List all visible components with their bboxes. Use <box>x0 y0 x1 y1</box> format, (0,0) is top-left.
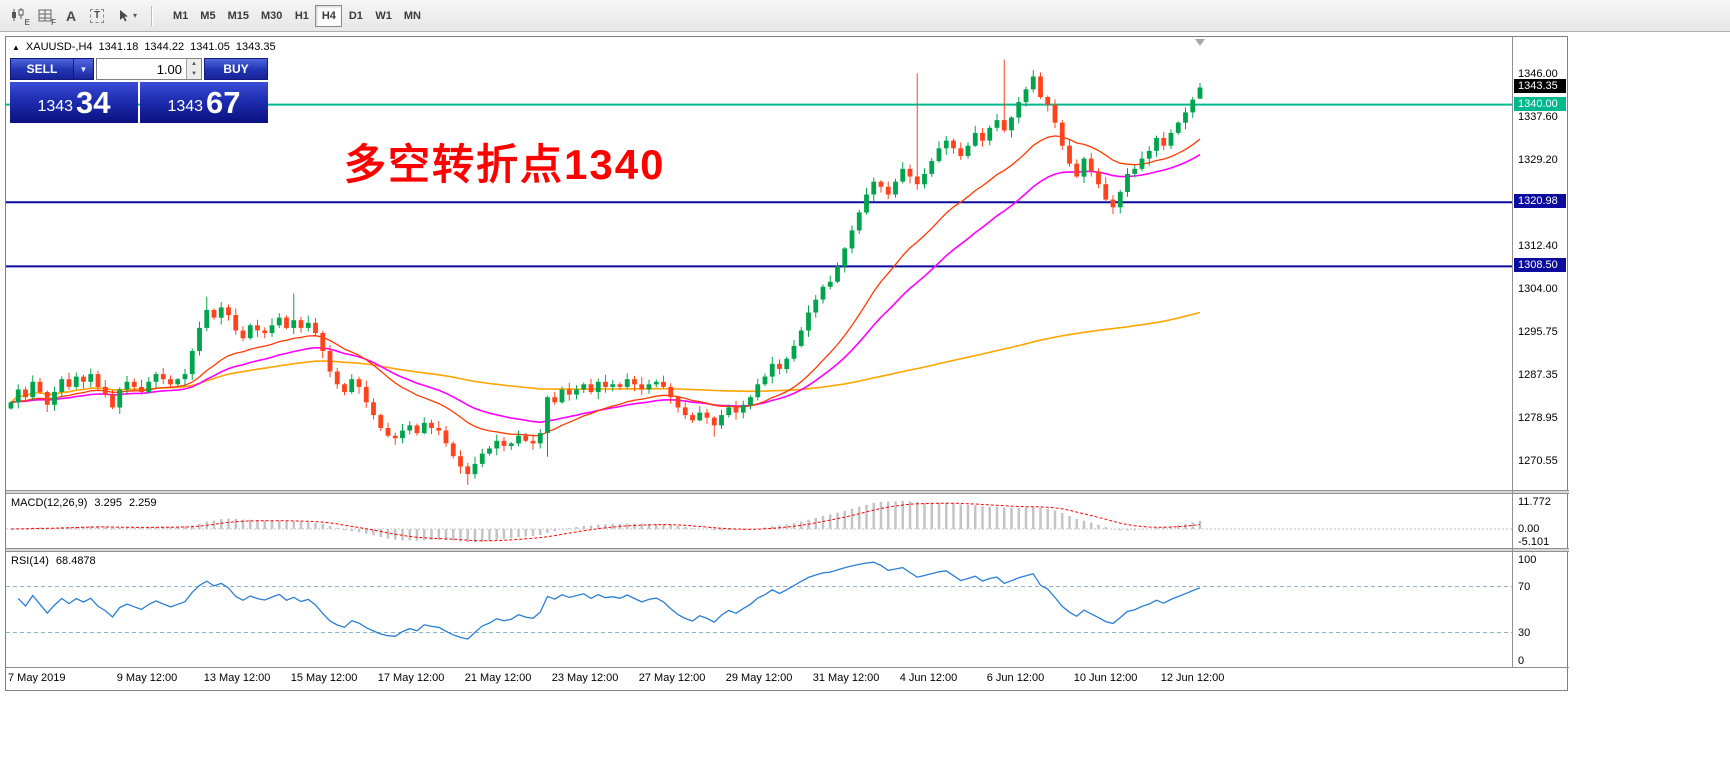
time-axis-label: 23 May 12:00 <box>551 672 619 684</box>
macd-axis-label: -5.101 <box>1518 536 1550 549</box>
ohlc-low: 1341.05 <box>190 41 230 53</box>
time-axis-label: 31 May 12:00 <box>812 672 880 684</box>
hline-price-label: 1320.98 <box>1514 194 1566 209</box>
font-tool-icon[interactable]: A <box>58 4 84 28</box>
buy-button[interactable]: BUY <box>204 58 268 80</box>
time-axis-label: 13 May 12:00 <box>203 672 271 684</box>
toolbar-separator <box>151 5 152 26</box>
rsi-axis-label: 100 <box>1518 554 1537 566</box>
rsi-label: RSI(14) 68.4878 <box>11 555 96 567</box>
stepper-up-icon[interactable]: ▲ <box>187 59 201 69</box>
macd-signal-value: 2.259 <box>128 497 157 509</box>
one-click-toggle-icon[interactable]: ▲ <box>12 42 20 52</box>
time-axis-label: 12 Jun 12:00 <box>1160 672 1225 684</box>
tf-button-h4[interactable]: H4 <box>315 4 343 27</box>
time-axis-label: 15 May 12:00 <box>290 672 358 684</box>
stepper-down-icon[interactable]: ▼ <box>187 69 201 79</box>
crosshair-tool-icon[interactable]: ▾ <box>110 4 144 28</box>
one-click-trading-panel: SELL ▼ 1.00 ▲ ▼ BUY 1343 34 1343 67 <box>10 58 268 123</box>
macd-main-value: 3.295 <box>94 497 122 509</box>
hline-price-label: 1308.50 <box>1514 258 1566 273</box>
tf-button-w1[interactable]: W1 <box>375 9 392 22</box>
timeframe-toolbar: M1 M5 M15 M30 H1 H4 D1 W1 MN <box>167 4 427 27</box>
candlestick-chart[interactable] <box>6 37 1569 692</box>
grid-tool-icon[interactable]: F <box>32 4 58 28</box>
tf-button-h1[interactable]: H1 <box>294 9 309 22</box>
text-label-tool-icon[interactable]: T <box>84 4 110 28</box>
price-axis-label: 1312.40 <box>1518 240 1558 253</box>
time-axis-label: 6 Jun 12:00 <box>986 672 1045 684</box>
mini-grid-glyph <box>38 9 51 21</box>
price-axis-label: 1337.60 <box>1518 110 1558 123</box>
rsi-axis-label: 30 <box>1518 626 1531 639</box>
rsi-value: 68.4878 <box>55 555 96 567</box>
time-axis-label: 21 May 12:00 <box>464 672 532 684</box>
buy-price-pips: 67 <box>206 84 241 120</box>
font-letter: A <box>65 7 77 24</box>
time-axis-label: 9 May 12:00 <box>116 672 178 684</box>
time-axis-label: 4 Jun 12:00 <box>899 672 958 684</box>
panel-separator[interactable] <box>6 490 1569 495</box>
panel-separator[interactable] <box>6 548 1569 553</box>
macd-axis-label: 11.772 <box>1518 496 1551 508</box>
macd-name: MACD(12,26,9) <box>11 497 88 509</box>
tf-button-m30[interactable]: M30 <box>260 9 283 22</box>
hline-price-label: 1340.00 <box>1514 96 1566 111</box>
chart-annotation: 多空转折点1340 <box>344 141 666 188</box>
chart-symbol-header: ▲ XAUUSD-,H4 1341.18 1344.22 1341.05 134… <box>12 41 276 53</box>
tf-button-m1[interactable]: M1 <box>173 9 189 22</box>
time-axis-label: 10 Jun 12:00 <box>1073 672 1138 684</box>
time-axis-label: 29 May 12:00 <box>725 672 793 684</box>
icon-sub-letter: E <box>24 17 30 27</box>
icon-sub-letter: F <box>51 17 56 27</box>
price-axis-label: 1304.00 <box>1518 283 1558 296</box>
sell-price-big: 1343 <box>37 97 74 115</box>
macd-label: MACD(12,26,9) 3.295 2.259 <box>11 497 156 509</box>
order-type-dropdown[interactable]: ▼ <box>74 58 94 80</box>
tf-button-m15[interactable]: M15 <box>227 9 249 22</box>
price-axis-label: 1278.95 <box>1518 411 1558 424</box>
tf-button-mn[interactable]: MN <box>403 9 421 22</box>
candlestick-tool-icon[interactable]: E <box>6 4 32 28</box>
volume-stepper: ▲ ▼ <box>186 59 201 79</box>
macd-axis-label: 0.00 <box>1518 523 1540 535</box>
ohlc-close: 1343.35 <box>235 41 276 53</box>
chevron-down-icon: ▾ <box>132 11 137 20</box>
mini-candles-glyph <box>12 8 24 21</box>
tf-button-m5[interactable]: M5 <box>200 9 216 22</box>
price-axis-label: 1295.75 <box>1518 325 1558 338</box>
sell-price-display[interactable]: 1343 34 <box>10 82 138 123</box>
symbol-label: XAUUSD-,H4 <box>25 41 93 53</box>
time-axis-label: 27 May 12:00 <box>638 672 706 684</box>
sell-price-pips: 34 <box>76 84 111 120</box>
chart-window: ▲ XAUUSD-,H4 1341.18 1344.22 1341.05 134… <box>5 36 1569 692</box>
current-price-label: 1343.35 <box>1514 79 1566 94</box>
rsi-axis-label: 70 <box>1518 580 1531 593</box>
rsi-axis-label: 0 <box>1518 655 1525 667</box>
tf-button-d1[interactable]: D1 <box>348 9 363 22</box>
cursor-glyph <box>119 9 128 21</box>
volume-value: 1.00 <box>156 61 182 77</box>
ohlc-high: 1344.22 <box>144 41 185 53</box>
sell-button[interactable]: SELL <box>10 58 74 80</box>
price-axis-label: 1270.55 <box>1518 455 1558 468</box>
toolbar: E F A T ▾ M1 M5 M15 M30 H1 H4 D1 W1 MN <box>0 0 1730 32</box>
text-letter: T <box>89 8 105 23</box>
buy-price-display[interactable]: 1343 67 <box>140 82 268 123</box>
buy-price-big: 1343 <box>167 97 204 115</box>
volume-input[interactable]: 1.00 ▲ ▼ <box>96 58 202 80</box>
time-axis-label: 17 May 12:00 <box>377 672 445 684</box>
ohlc-open: 1341.18 <box>98 41 139 53</box>
price-axis-label: 1329.20 <box>1518 154 1558 167</box>
time-axis-label: 7 May 2019 <box>8 672 66 684</box>
price-axis-label: 1287.35 <box>1518 368 1558 381</box>
chevron-down-icon: ▼ <box>79 64 88 74</box>
rsi-name: RSI(14) <box>11 555 49 567</box>
price-axis-label: 1346.00 <box>1518 67 1558 80</box>
